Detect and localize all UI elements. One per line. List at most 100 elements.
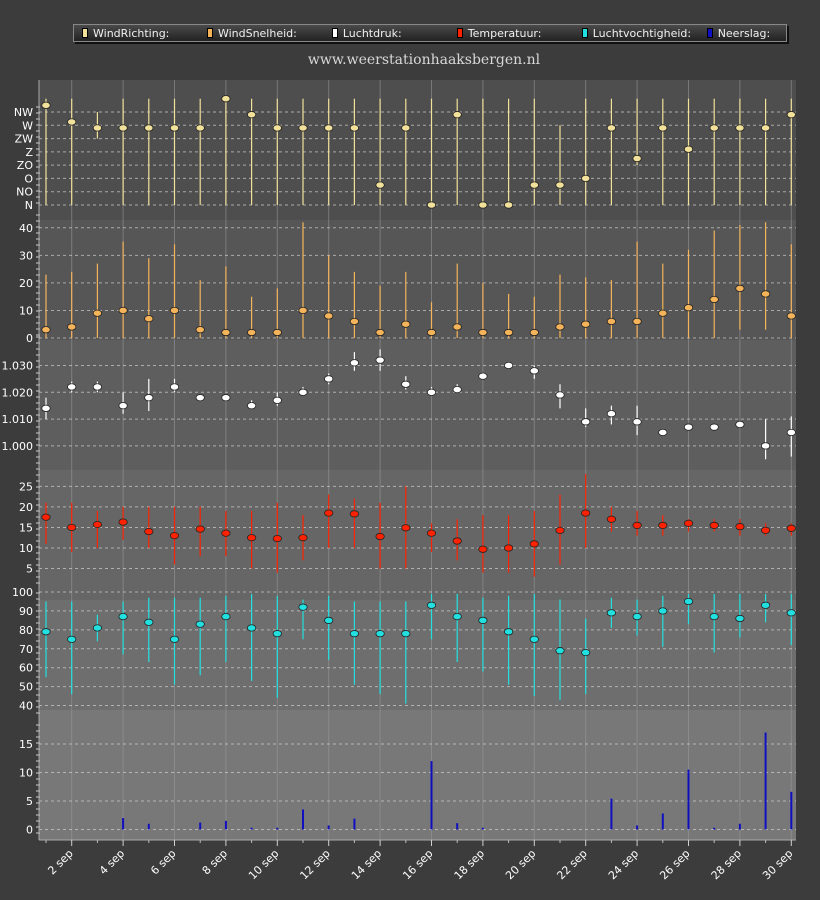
y-tick-label: NW [14, 106, 33, 119]
data-point [144, 124, 154, 132]
precip-bar [302, 809, 304, 830]
data-point [503, 328, 514, 337]
legend-item: Neerslag: [706, 27, 786, 40]
site-url: www.weerstationhaaksbergen.nl [307, 52, 541, 68]
data-point [683, 519, 694, 527]
precip-bar [764, 732, 767, 830]
data-point [247, 402, 257, 410]
precip-bar [224, 820, 227, 830]
data-point [581, 418, 591, 426]
legend-swatch [82, 28, 88, 38]
data-point [503, 628, 514, 636]
x-tick-label: 6 sep [148, 847, 178, 877]
legend-item: Temperatuur: [456, 27, 574, 40]
data-point [169, 532, 180, 540]
y-tick-label: 5 [26, 795, 33, 808]
data-point [195, 620, 205, 628]
x-tick-label: 14 sep [349, 847, 384, 882]
data-point [401, 630, 411, 638]
data-point [67, 383, 77, 391]
data-point [606, 609, 617, 617]
x-tick-label: 16 sep [400, 847, 435, 882]
precip-bar [790, 791, 793, 830]
y-tick-label: NO [16, 186, 33, 199]
precip-bar [636, 825, 639, 830]
data-point [709, 124, 719, 132]
data-point [606, 515, 617, 523]
data-point [735, 420, 745, 429]
plot-band [39, 340, 796, 470]
data-point [581, 648, 591, 657]
data-point [478, 616, 488, 624]
x-tick-label: 26 sep [657, 847, 692, 882]
data-point [401, 380, 411, 388]
precip-bar [610, 798, 613, 830]
data-point [735, 284, 745, 292]
data-point [272, 630, 282, 638]
y-tick-label: 1.000 [2, 440, 34, 453]
legend: WindRichting: WindSnelheid: Luchtdruk: Temp… [73, 24, 787, 42]
data-point [735, 124, 745, 132]
data-point [324, 509, 334, 517]
data-point [272, 534, 282, 543]
data-point [375, 630, 385, 638]
legend-label: Luchtvochtigheid: [592, 26, 692, 40]
data-point [709, 295, 719, 304]
data-point [324, 312, 334, 320]
data-point [555, 647, 565, 655]
legend-item: WindRichting: [82, 27, 199, 40]
data-point [426, 601, 437, 609]
data-point [632, 612, 642, 621]
x-tick-label: 2 sep [45, 847, 75, 877]
y-tick-label: 90 [19, 605, 33, 618]
data-point [67, 635, 77, 643]
data-point [786, 428, 796, 437]
data-point [529, 635, 539, 643]
data-point [169, 383, 180, 391]
data-point [478, 328, 488, 337]
data-point [452, 385, 462, 394]
precip-bar [713, 827, 716, 830]
data-point [786, 609, 796, 617]
data-point [760, 601, 771, 609]
data-point [92, 124, 103, 132]
data-point [529, 328, 539, 337]
data-point [683, 304, 694, 312]
data-point [709, 612, 719, 621]
legend-label: WindRichting: [93, 26, 170, 40]
data-point [118, 612, 128, 621]
data-point [272, 328, 282, 337]
data-point [92, 309, 103, 317]
data-point [118, 518, 128, 526]
data-point [529, 181, 539, 189]
data-point [375, 532, 385, 541]
data-point [144, 315, 154, 323]
data-point [324, 375, 334, 383]
y-tick-label: 20 [19, 501, 33, 514]
precip-bar [250, 827, 253, 830]
data-point [683, 145, 694, 153]
data-point [632, 418, 642, 426]
data-point [169, 306, 180, 315]
legend-swatch [581, 28, 588, 38]
legend-swatch [206, 28, 213, 38]
data-point [349, 630, 359, 638]
precip-bar [456, 823, 459, 830]
data-point [272, 124, 282, 132]
data-point [349, 359, 359, 367]
data-point [503, 544, 514, 552]
data-point [118, 306, 128, 315]
data-point [195, 394, 205, 402]
data-point [426, 328, 437, 337]
data-point [272, 396, 282, 404]
data-point [144, 394, 154, 402]
precip-bar [122, 818, 125, 830]
legend-item: Luchtvochtigheid: [581, 26, 699, 40]
precip-bar [661, 813, 664, 830]
data-point [709, 423, 719, 431]
data-point [555, 323, 565, 331]
x-tick-label: 22 sep [554, 847, 589, 882]
data-point [195, 326, 205, 334]
